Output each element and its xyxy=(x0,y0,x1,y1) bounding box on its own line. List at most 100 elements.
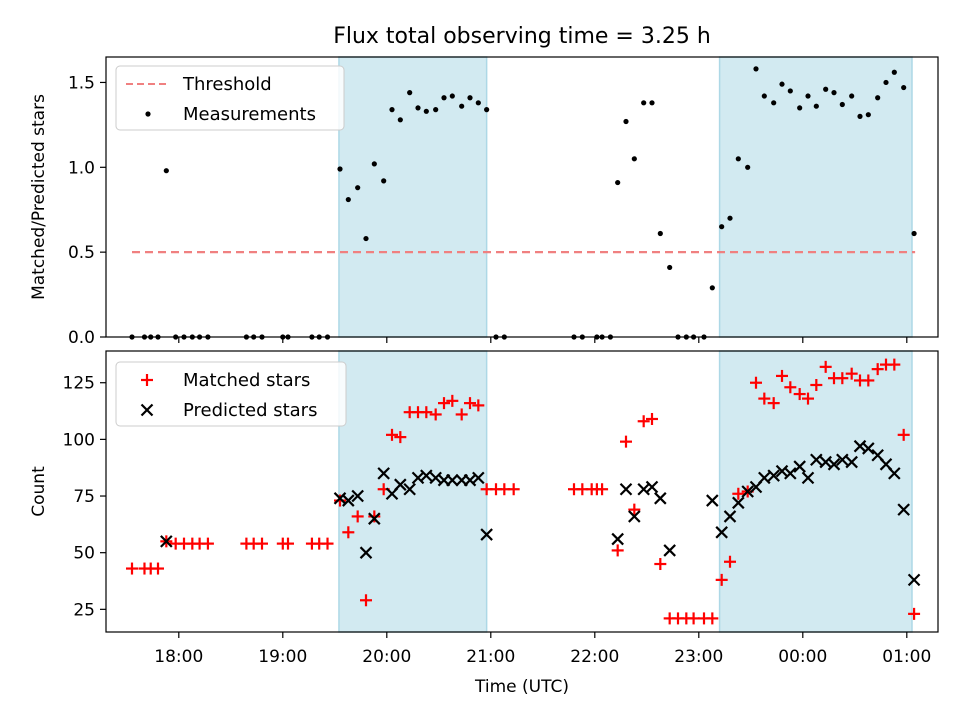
predicted-star-point xyxy=(741,485,754,498)
predicted-star-point xyxy=(403,482,416,496)
y-tick-label: 25 xyxy=(73,600,95,620)
predicted-star-point xyxy=(645,480,659,494)
matched-star-point xyxy=(908,607,921,620)
matched-star-point xyxy=(438,397,450,410)
matched-star-point xyxy=(862,374,875,387)
matched-star-point xyxy=(784,381,797,394)
measurement-point xyxy=(771,100,777,106)
matched-star-point xyxy=(420,406,433,419)
measurement-point xyxy=(823,86,829,92)
measurement-point xyxy=(727,215,733,221)
matched-star-point xyxy=(715,573,728,586)
y-tick-label: 0.5 xyxy=(68,243,95,263)
threshold-legend-label: Threshold xyxy=(182,74,272,95)
matched-star-points xyxy=(126,358,921,625)
predicted-star-point xyxy=(758,471,771,485)
predicted-star-point xyxy=(342,494,355,507)
measurement-point xyxy=(831,90,837,96)
matched-star-point xyxy=(126,562,138,575)
top-legend-box xyxy=(115,65,345,131)
matched-star-point xyxy=(732,487,745,500)
matched-star-point xyxy=(611,544,624,557)
matched-star-point xyxy=(342,526,355,539)
predicted-star-point xyxy=(628,510,641,523)
measurement-point xyxy=(735,156,741,162)
matched-star-point xyxy=(687,612,700,625)
matched-star-point xyxy=(472,399,485,412)
matched-star-point xyxy=(152,562,164,575)
predicted-star-point xyxy=(394,478,407,491)
matched-star-point xyxy=(724,555,736,568)
measurement-point xyxy=(389,107,395,113)
measurement-point xyxy=(615,179,621,186)
matched-star-point xyxy=(646,412,658,425)
matched-star-point xyxy=(810,378,823,391)
measurement-point xyxy=(657,230,663,237)
predicted-star-point xyxy=(377,467,390,480)
measurement-point xyxy=(631,156,637,162)
matched-star-point xyxy=(897,428,910,441)
predicted-star-point xyxy=(637,482,650,496)
predicted-star-point xyxy=(160,535,173,548)
matched-star-point xyxy=(429,408,442,421)
measurement-point xyxy=(865,112,871,118)
measurement-point xyxy=(407,90,413,96)
y-ticks: 0.0 0.5 1.0 1.5 xyxy=(68,73,106,348)
measurement-point xyxy=(875,95,881,101)
chart-title: Flux total observing time = 3.25 h xyxy=(333,24,711,49)
predicted-star-point xyxy=(663,544,676,557)
predicted-star-point xyxy=(706,494,719,507)
matched-star-point xyxy=(776,369,788,382)
bottom-legend-box xyxy=(115,361,347,427)
matched-star-point xyxy=(654,558,667,571)
measurement-point xyxy=(381,178,387,184)
measurement-point xyxy=(423,108,429,114)
measurement-point xyxy=(797,105,803,111)
predicted-star-point xyxy=(836,453,849,467)
y-tick-label: 125 xyxy=(63,374,95,394)
measurement-point xyxy=(484,107,490,113)
predicted-star-point xyxy=(446,473,459,487)
x-axis-label: Time (UTC) xyxy=(474,677,569,697)
predicted-star-point xyxy=(420,469,433,482)
predicted-star-point xyxy=(654,492,667,505)
predicted-star-point xyxy=(845,455,858,469)
matched-star-point xyxy=(637,415,650,428)
predicted-star-point xyxy=(359,546,373,559)
measurement-point xyxy=(363,235,369,242)
measurements-legend-swatch xyxy=(145,111,151,117)
matched-star-point xyxy=(351,510,364,523)
measurement-point xyxy=(709,285,715,291)
predicted-star-point xyxy=(472,471,485,485)
predicted-star-point xyxy=(827,458,841,471)
predicted-star-point xyxy=(611,532,624,546)
matched-star-point xyxy=(836,372,849,385)
x-tick-label: 00:00 xyxy=(778,647,827,667)
measurement-point xyxy=(719,224,725,230)
measurement-point xyxy=(623,118,629,125)
measurement-point xyxy=(911,230,917,237)
y-tick-label: 100 xyxy=(63,430,95,450)
shaded-span xyxy=(338,56,488,338)
matched-star-point xyxy=(750,376,762,389)
measurement-point xyxy=(839,101,845,108)
matched-star-point xyxy=(446,394,459,407)
measurement-point xyxy=(787,88,793,94)
measurement-point xyxy=(901,84,907,91)
matched-star-point xyxy=(706,612,719,625)
matched-star-point xyxy=(767,397,780,410)
observing-spans xyxy=(338,350,913,633)
matched-star-point xyxy=(596,483,609,496)
y-ticks: 25 50 75 100 125 xyxy=(63,374,106,620)
matched-star-point xyxy=(282,537,294,550)
predicted-star-point xyxy=(907,573,921,587)
predicted-star-point xyxy=(810,453,823,467)
measurement-point xyxy=(813,103,819,109)
predicted-star-point xyxy=(784,467,797,480)
measurement-point xyxy=(467,95,473,101)
measurement-point xyxy=(779,81,785,87)
predicted-star-point xyxy=(723,510,737,523)
x-tick-label: 23:00 xyxy=(674,647,723,667)
matched-legend-swatch xyxy=(141,374,153,386)
matched-star-point xyxy=(360,594,372,607)
